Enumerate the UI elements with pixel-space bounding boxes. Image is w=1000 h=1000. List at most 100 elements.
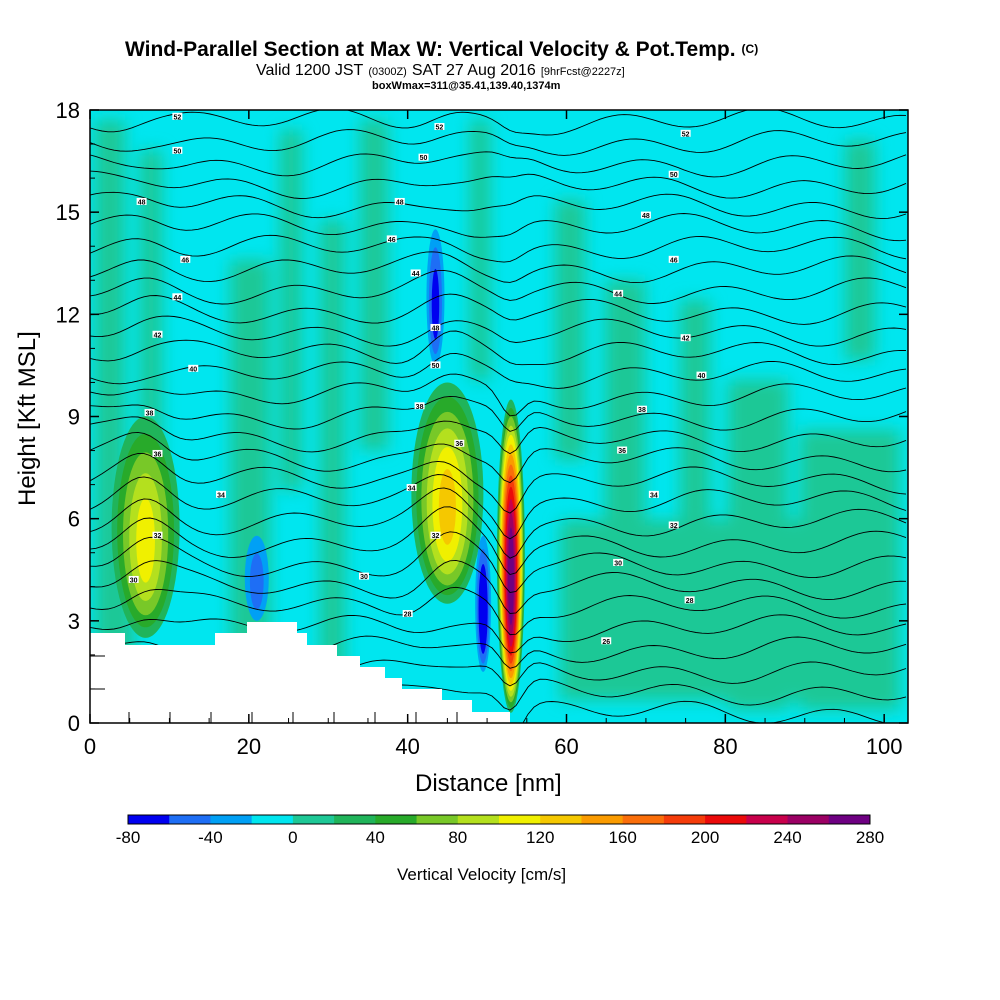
colorbar-tick-label: 160	[608, 828, 636, 847]
colorbar-swatch	[622, 815, 665, 824]
y-tick-label: 3	[68, 609, 80, 634]
theta-label: 48	[396, 199, 404, 206]
theta-label-bg	[617, 446, 628, 454]
theta-label: 32	[670, 523, 678, 530]
colorbar-swatch	[375, 815, 418, 824]
colorbar-tick-label: -80	[116, 828, 141, 847]
theta-label: 36	[154, 451, 162, 458]
theta-label: 36	[618, 448, 626, 455]
theta-label: 34	[650, 492, 658, 499]
theta-contour-line	[90, 234, 907, 263]
colorbar-swatch	[746, 815, 789, 824]
theta-label-bg	[410, 269, 421, 277]
x-tick-label: 60	[554, 734, 578, 759]
theta-label-bg	[172, 293, 183, 301]
theta-label-bg	[128, 575, 139, 583]
theta-label: 40	[189, 366, 197, 373]
theta-label: 40	[698, 373, 706, 380]
chart-title: Wind-Parallel Section at Max W: Vertical…	[125, 38, 758, 61]
theta-label: 52	[682, 131, 690, 138]
theta-contour-line	[90, 315, 907, 347]
y-axis-label: Height [Kft MSL]	[14, 331, 41, 506]
colorbar-swatch	[499, 815, 541, 824]
theta-label: 34	[408, 486, 416, 493]
theta-label-bg	[430, 531, 441, 539]
theta-contour-line	[90, 614, 907, 654]
colorbar-swatch	[334, 815, 376, 824]
plot-area: 52 50 48 46 44 42 40 38 36 34 32 30 52 50 48 46 44 48 50 38…	[90, 110, 908, 723]
theta-label-bg	[188, 364, 199, 372]
theta-label-bg	[613, 289, 624, 297]
updraft-contour	[136, 498, 155, 583]
downdraft-contour	[431, 268, 440, 340]
theta-label-bg	[668, 521, 679, 529]
theta-label-bg	[402, 610, 413, 618]
theta-contour-line	[90, 170, 907, 199]
theta-label: 50	[173, 148, 181, 155]
theta-label: 30	[360, 574, 368, 581]
colorbar-swatch	[128, 815, 170, 824]
theta-label-bg	[684, 596, 695, 604]
x-tick-label: 20	[237, 734, 261, 759]
chart-subtitle: Valid 1200 JST (0300Z) SAT 27 Aug 2016 [9hr…	[256, 62, 625, 79]
theta-contour-line	[90, 395, 907, 432]
theta-label-bg	[172, 146, 183, 154]
theta-label: 44	[412, 271, 420, 278]
theta-label: 46	[388, 237, 396, 244]
theta-label: 48	[642, 213, 650, 220]
downdraft-contour	[480, 581, 486, 642]
theta-label-bg	[386, 235, 397, 243]
theta-label: 28	[404, 612, 412, 619]
colorbar-title: Vertical Velocity [cm/s]	[397, 865, 566, 884]
colorbar-swatch	[663, 815, 706, 824]
theta-contour-line	[90, 191, 907, 220]
colorbar: -80 -40 0 40 80 120 160 200 240 280	[116, 814, 884, 847]
terrain-ticks	[90, 655, 458, 723]
theta-contour-line	[90, 373, 907, 417]
theta-contour-line	[90, 330, 907, 366]
theta-label: 42	[154, 332, 162, 339]
colorbar-swatch	[210, 815, 253, 824]
x-axis-label: Distance [nm]	[415, 770, 562, 797]
colorbar-tick-label: 0	[288, 828, 297, 847]
theta-label: 28	[686, 598, 694, 605]
theta-contour-line	[90, 531, 907, 593]
colorbar-tick-label: 200	[691, 828, 719, 847]
theta-label: 30	[614, 560, 622, 567]
theta-label: 44	[173, 295, 181, 302]
colorbar-swatch	[828, 815, 871, 824]
weak-updraft-bands	[95, 120, 900, 710]
theta-contour-line	[90, 559, 907, 614]
theta-label-bg	[394, 197, 405, 205]
theta-label-bg	[668, 170, 679, 178]
theta-label-bg	[696, 371, 707, 379]
theta-label-bg	[406, 484, 417, 492]
theta-contour-line	[90, 269, 907, 305]
colorbar-swatch	[292, 815, 335, 824]
colorbar-tick-label: 40	[366, 828, 385, 847]
theta-contour-line	[90, 352, 907, 389]
theta-label-bg	[136, 197, 147, 205]
y-tick-label: 18	[56, 98, 80, 123]
colorbar-swatch	[251, 815, 294, 824]
theta-label: 48	[432, 325, 440, 332]
theta-label-bg	[216, 490, 227, 498]
theta-label: 46	[181, 257, 189, 264]
theta-label-bg	[152, 449, 163, 457]
theta-label: 32	[154, 533, 162, 540]
theta-label-bg	[601, 637, 612, 645]
theta-contour-line	[90, 453, 907, 514]
theta-label-bg	[172, 112, 183, 120]
theta-contour-line	[90, 474, 907, 540]
theta-contour-line	[90, 213, 907, 242]
theta-label-bg	[180, 255, 191, 263]
x-tick-label: 40	[395, 734, 419, 759]
colorbar-swatch	[457, 815, 500, 824]
theta-contour-line	[90, 293, 907, 325]
theta-label-bg	[636, 405, 647, 413]
theta-label-bg	[454, 439, 465, 447]
theta-label-bg	[680, 334, 691, 342]
colorbar-swatch	[581, 815, 624, 824]
